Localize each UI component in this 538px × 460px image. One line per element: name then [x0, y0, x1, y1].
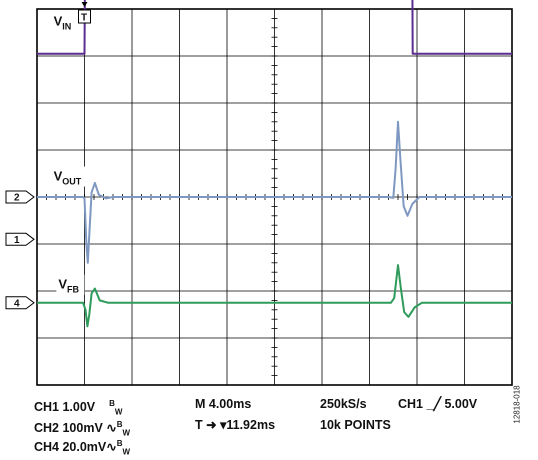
- traces: [37, 0, 512, 328]
- status-ch2: CH2 100mV ∿BW: [34, 420, 131, 438]
- ch4-scale: CH4 20.0mV: [34, 440, 107, 455]
- channel-marker-label: 1: [14, 235, 20, 246]
- status-trigger: CH1 _╱ 5.00V: [398, 397, 478, 411]
- status-record-length: 10k POINTS: [320, 418, 391, 432]
- figure-code: 12818-018: [512, 385, 522, 424]
- channel-marker-1: [5, 232, 35, 246]
- trace-label-bg: [51, 11, 80, 32]
- trigger-arrow-icon: [81, 2, 88, 7]
- ch1-scale: CH1 1.00V: [34, 400, 96, 415]
- status-ch4: CH4 20.0mV∿BW: [34, 439, 131, 457]
- trigger-marker: [78, 9, 91, 24]
- ch2-scale: CH2 100mV: [34, 421, 103, 436]
- channel-marker-label: 2: [14, 193, 20, 204]
- trigger-slope-icon: _╱: [426, 397, 441, 411]
- trigger-position-arrow-icon: ➜ ▾: [206, 418, 227, 432]
- ch4-ac-icon: ∿: [106, 440, 117, 455]
- status-timebase: M 4.00ms: [195, 397, 252, 411]
- ch1-bw-flag: BW: [109, 399, 123, 417]
- trace-v-in: [37, 0, 512, 55]
- channel-marker-4: [5, 296, 35, 310]
- channel-marker-2: [5, 190, 35, 204]
- trace-v-fb: [37, 264, 512, 328]
- status-sample-rate: 250kS/s: [320, 397, 367, 411]
- channel-markers: 2 1 4 T: [5, 2, 91, 310]
- trace-label-bg: [56, 274, 85, 295]
- ch2-ac-icon: ∿: [106, 421, 117, 436]
- trigger-marker-label: T: [81, 13, 87, 24]
- trace-v-out: [37, 120, 512, 264]
- status-ch1: CH1 1.00V BW: [34, 397, 122, 420]
- trace-label-bg: [51, 166, 87, 187]
- status-trigger-position: T ➜ ▾11.92ms: [195, 418, 276, 432]
- channel-marker-label: 4: [14, 298, 20, 309]
